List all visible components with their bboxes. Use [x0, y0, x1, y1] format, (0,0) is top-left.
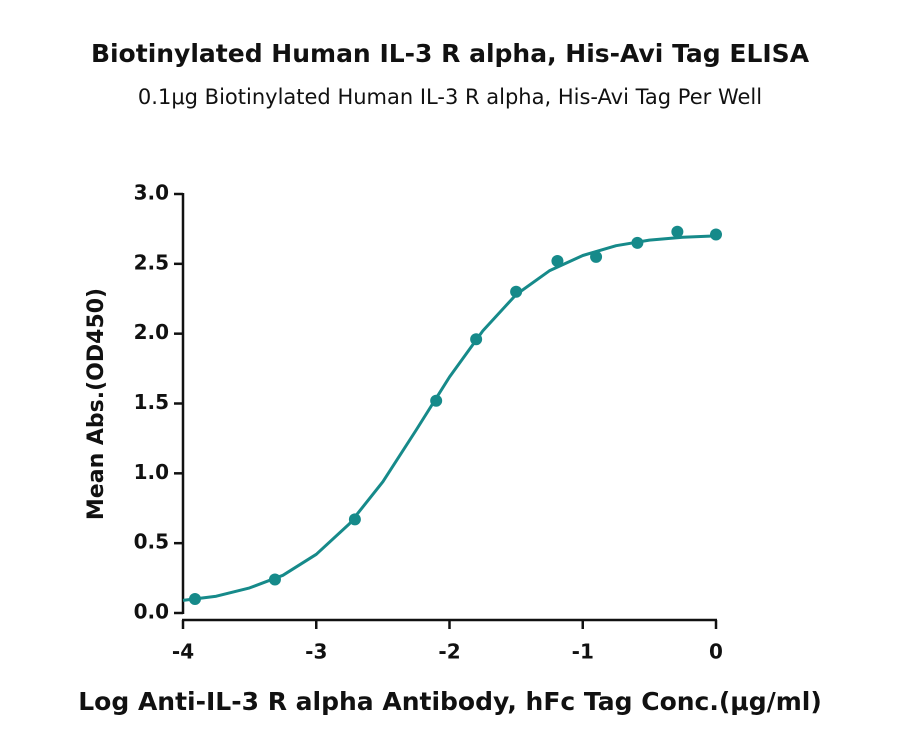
y-tick-label: 1.5: [134, 390, 169, 414]
x-tick-label: 0: [709, 640, 723, 664]
x-tick-label: -3: [305, 640, 327, 664]
data-point: [671, 225, 684, 238]
data-point: [510, 285, 523, 298]
fit-curve: [182, 234, 717, 602]
x-axis-label: Log Anti-IL-3 R alpha Antibody, hFc Tag …: [78, 687, 822, 716]
data-point: [188, 593, 201, 606]
x-tick-label: -2: [438, 640, 460, 664]
chart-title: Biotinylated Human IL-3 R alpha, His-Avi…: [91, 39, 810, 68]
x-tick-label: -1: [572, 640, 594, 664]
data-point: [268, 573, 281, 586]
data-point: [710, 228, 722, 241]
data-point: [470, 333, 483, 346]
y-tick-label: 3.0: [134, 181, 169, 205]
data-point: [551, 255, 564, 268]
x-tick-label: -4: [172, 640, 194, 664]
y-tick-label: 2.0: [134, 320, 169, 344]
y-tick-label: 0.5: [134, 530, 169, 554]
y-tick-label: 2.5: [134, 250, 169, 274]
data-point: [430, 394, 443, 407]
chart-subtitle: 0.1μg Biotinylated Human IL-3 R alpha, H…: [138, 85, 762, 109]
data-point: [631, 236, 644, 249]
data-point: [348, 513, 361, 526]
y-axis-label: Mean Abs.(OD450): [84, 288, 109, 520]
y-tick-label: 1.0: [134, 460, 169, 484]
data-point: [590, 250, 603, 263]
y-tick-label: 0.0: [134, 600, 169, 624]
